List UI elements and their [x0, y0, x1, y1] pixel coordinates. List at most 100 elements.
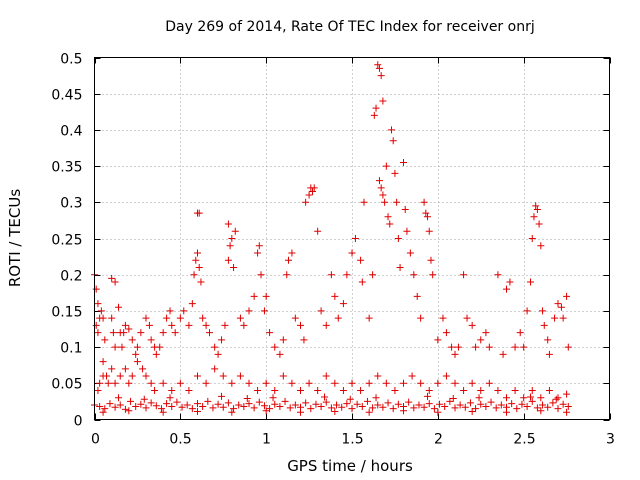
data-point-marker — [405, 398, 413, 406]
data-point-marker — [468, 408, 476, 416]
data-point-marker — [254, 249, 262, 257]
y-tick-label: 0.45 — [51, 88, 82, 104]
data-point-marker — [391, 169, 399, 177]
data-point-marker — [372, 394, 380, 402]
data-point-marker — [125, 407, 133, 415]
data-point-marker — [333, 401, 341, 409]
data-point-marker — [190, 271, 198, 279]
data-point-marker — [147, 379, 155, 387]
data-point-marker — [317, 402, 325, 410]
data-point-marker — [557, 303, 565, 311]
data-point-marker — [338, 403, 346, 411]
data-point-marker — [460, 387, 468, 395]
data-point-marker — [554, 300, 562, 308]
data-point-marker — [236, 372, 244, 380]
data-point-marker — [115, 394, 123, 402]
data-point-marker — [288, 249, 296, 257]
data-point-marker — [99, 358, 107, 366]
data-point-marker — [327, 271, 335, 279]
data-point-marker — [99, 408, 107, 416]
data-point-marker — [194, 372, 201, 380]
data-point-marker — [283, 271, 291, 279]
data-point-marker — [99, 372, 107, 380]
data-point-marker — [322, 372, 330, 380]
data-point-marker — [528, 397, 536, 405]
data-point-marker — [132, 350, 140, 358]
data-point-marker — [115, 303, 123, 311]
data-point-marker — [384, 213, 392, 221]
data-point-marker — [374, 61, 382, 69]
data-point-marker — [94, 300, 102, 308]
data-point-marker — [527, 278, 535, 286]
data-point-marker — [151, 387, 159, 395]
data-point-marker — [403, 227, 411, 235]
data-point-marker — [286, 404, 294, 412]
data-point-marker — [441, 402, 449, 410]
data-point-marker — [369, 271, 377, 279]
data-point-marker — [360, 198, 368, 206]
data-point-marker — [219, 403, 227, 411]
data-point-marker — [219, 372, 227, 380]
data-point-marker — [314, 387, 322, 395]
data-point-marker — [494, 271, 502, 279]
data-point-marker — [448, 343, 456, 351]
data-point-marker — [168, 387, 176, 395]
data-point-marker — [271, 387, 279, 395]
data-point-marker — [442, 329, 450, 337]
data-point-marker — [322, 321, 330, 329]
data-point-marker — [401, 206, 409, 214]
data-point-marker — [544, 403, 552, 411]
data-point-marker — [430, 405, 438, 413]
data-point-marker — [230, 263, 238, 271]
x-axis-label: GPS time / hours — [287, 457, 413, 475]
data-point-marker — [127, 397, 135, 405]
data-point-marker — [106, 400, 114, 408]
data-point-marker — [429, 271, 437, 279]
data-point-marker — [379, 97, 387, 105]
data-point-marker — [121, 321, 129, 329]
data-point-marker — [372, 104, 380, 112]
data-point-marker — [382, 379, 390, 387]
y-tick-label: 0 — [74, 414, 83, 430]
y-tick-label: 0.35 — [51, 160, 82, 176]
data-point-marker — [552, 395, 560, 403]
data-point-marker — [518, 400, 526, 408]
data-point-marker — [211, 365, 219, 373]
data-point-marker — [284, 256, 292, 264]
data-points — [91, 61, 572, 416]
x-tick-label: 3 — [606, 432, 615, 448]
data-point-marker — [307, 405, 315, 413]
data-point-marker — [262, 292, 270, 300]
x-tick-label: 0.5 — [169, 432, 191, 448]
data-point-marker — [116, 401, 124, 409]
data-point-marker — [540, 321, 548, 329]
data-point-marker — [434, 379, 442, 387]
data-point-marker — [257, 271, 265, 279]
data-point-marker — [218, 336, 226, 344]
data-point-marker — [260, 402, 268, 410]
data-point-marker — [530, 213, 538, 221]
data-point-marker — [255, 242, 263, 250]
data-point-marker — [163, 400, 171, 408]
data-point-marker — [101, 336, 109, 344]
data-point-marker — [379, 403, 387, 411]
x-tick-label: 2 — [434, 432, 443, 448]
data-point-marker — [245, 400, 253, 408]
data-point-marker — [410, 404, 418, 412]
data-point-marker — [139, 365, 147, 373]
data-point-marker — [188, 405, 196, 413]
data-point-marker — [434, 408, 442, 416]
data-point-marker — [230, 405, 238, 413]
data-point-marker — [300, 336, 308, 344]
data-point-marker — [365, 408, 373, 416]
data-point-marker — [508, 400, 516, 408]
data-point-marker — [224, 399, 232, 407]
data-point-marker — [254, 387, 262, 395]
y-tick-label: 0.2 — [60, 269, 82, 285]
data-point-marker — [147, 399, 155, 407]
data-point-marker — [523, 307, 531, 315]
data-point-marker — [382, 162, 390, 170]
data-point-marker — [348, 379, 356, 387]
data-point-marker — [245, 379, 253, 387]
data-point-marker — [394, 235, 402, 242]
